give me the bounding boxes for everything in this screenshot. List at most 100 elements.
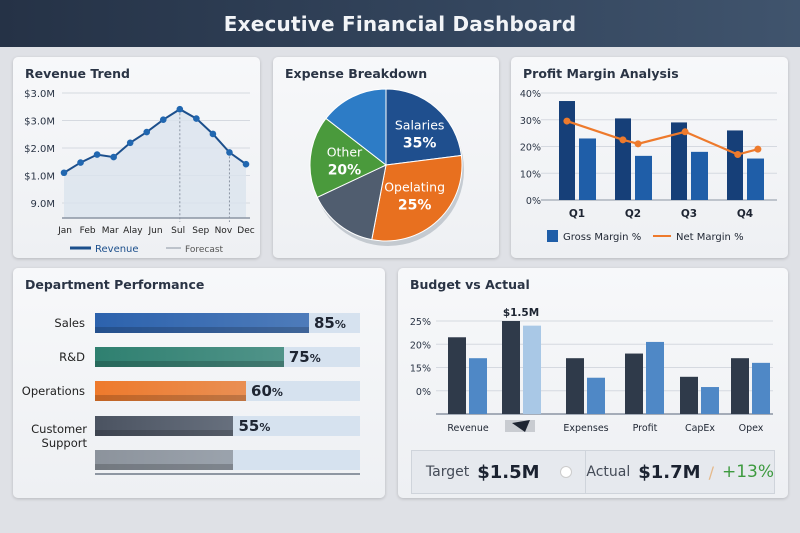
- target-value: $1.5M: [477, 461, 540, 483]
- x-tick-label: Expenses: [563, 423, 608, 434]
- dashboard-header: Executive Financial Dashboard: [0, 0, 800, 47]
- separator: /: [708, 462, 714, 482]
- revenue-trend-card: Revenue Trend 9.0M $1.0M $2.0M $3.0M $3.0M Ja…: [13, 57, 260, 258]
- x-tick-label: Nov: [215, 226, 233, 236]
- y-tick-label: 10%: [520, 169, 541, 180]
- net-margin-point: [634, 140, 642, 148]
- y-tick-label: 20%: [410, 340, 431, 351]
- card-title: Revenue Trend: [25, 66, 130, 81]
- slice-percent: 20%: [328, 162, 362, 178]
- progress-track: 85%: [95, 313, 360, 333]
- department-label: Sales: [54, 316, 85, 330]
- progress-track: 55%: [95, 416, 360, 436]
- bar-annotation: $1.5M: [503, 307, 539, 319]
- slice-label: Salaries: [395, 118, 445, 133]
- delta-value: +13%: [721, 462, 774, 482]
- pie-slice-salaries: [385, 88, 462, 166]
- gross-margin-bar: [727, 130, 743, 200]
- slice-label: Opelating: [384, 179, 445, 194]
- revenue-point: [60, 169, 68, 177]
- actual-section: Actual $1.7M / +13%: [585, 451, 774, 493]
- y-tick-label: $2.0M: [24, 144, 55, 155]
- actual-bar: [587, 377, 605, 414]
- y-tick-label: $3.0M: [24, 89, 55, 100]
- x-tick-label: Alay: [123, 226, 143, 236]
- actual-bar: [752, 362, 770, 414]
- net-margin-point: [563, 117, 571, 125]
- target-label: Target: [425, 464, 470, 480]
- progress-value: 55%: [238, 417, 271, 435]
- gross-margin-bar-secondary: [579, 138, 596, 200]
- revenue-point: [126, 139, 134, 147]
- profit-margin-chart: 0% 10% 20% 30% 40% Q1 Q2 Q3 Q4 Gross Margin % Net …: [520, 89, 777, 243]
- revenue-area: [64, 109, 246, 218]
- x-tick-label: Opex: [739, 423, 764, 434]
- card-title: Budget vs Actual: [410, 277, 530, 292]
- legend-gross: Gross Margin %: [563, 232, 641, 243]
- department-label: R&D: [59, 350, 85, 364]
- target-section: Target $1.5M: [412, 451, 585, 493]
- legend-forecast: Forecast: [185, 245, 224, 255]
- revenue-point: [110, 153, 117, 161]
- profit-margin-card: Profit Margin Analysis 0% 10% 20% 30% 40% Q1 Q…: [511, 57, 788, 258]
- y-tick-label: $3.0M: [24, 117, 55, 128]
- card-title: Department Performance: [25, 277, 205, 292]
- gross-margin-bar: [615, 118, 631, 200]
- budget-bar: [566, 358, 584, 414]
- x-tick-label: Sul: [171, 226, 185, 236]
- pie-slice-other: [309, 117, 387, 199]
- y-tick-label: 40%: [520, 89, 541, 100]
- revenue-point: [176, 105, 184, 113]
- x-tick-label: Sep: [192, 226, 209, 236]
- net-margin-point: [681, 128, 689, 136]
- y-tick-label: 20%: [520, 143, 541, 154]
- budget-bar: [731, 358, 749, 414]
- y-tick-label: 25%: [410, 317, 431, 328]
- legend-revenue: Revenue: [95, 244, 139, 255]
- y-tick-label: 9.0M: [30, 199, 55, 210]
- x-tick-label: Revenue: [447, 423, 489, 434]
- revenue-point: [209, 130, 217, 138]
- x-tick-label: Q4: [737, 208, 753, 220]
- progress-track: 75%: [95, 347, 360, 367]
- gross-margin-bar: [671, 122, 687, 200]
- progress-value: 60%: [251, 382, 283, 400]
- y-tick-label: 15%: [410, 364, 431, 375]
- expense-breakdown-card: Expense Breakdown Salaries 35% Opelating 25…: [273, 57, 499, 258]
- y-tick-label: $1.0M: [24, 172, 55, 183]
- progress-fill: [95, 416, 234, 436]
- axis-line: [95, 473, 360, 475]
- department-label: Operations: [21, 384, 85, 398]
- actual-bar: [646, 341, 664, 414]
- revenue-point: [93, 151, 101, 158]
- revenue-point: [77, 159, 84, 166]
- revenue-trend-chart: 9.0M $1.0M $2.0M $3.0M $3.0M Jan Feb Mar Alay Jun…: [24, 89, 255, 255]
- gross-margin-bar: [559, 101, 575, 200]
- actual-bar: [523, 325, 541, 414]
- budget-vs-actual-chart: 0% 15% 20% 25% Revenue Expenses Profit CapEx Ope…: [410, 307, 773, 434]
- gross-legend-swatch: [547, 230, 558, 242]
- department-label: Customer Support: [31, 422, 87, 450]
- legend-net: Net Margin %: [676, 232, 744, 243]
- progress-value: 85%: [313, 314, 346, 332]
- y-tick-label: 30%: [520, 116, 541, 127]
- progress-track: 60%: [95, 381, 360, 401]
- y-tick-label: 0%: [416, 387, 431, 398]
- progress-value: 75%: [288, 348, 321, 366]
- budget-bar: [502, 321, 520, 414]
- x-tick-label: Profit: [633, 423, 658, 434]
- net-margin-point: [619, 136, 627, 144]
- progress-fill: [95, 347, 284, 367]
- actual-label: Actual: [586, 464, 631, 480]
- x-tick-label: Jun: [147, 226, 162, 236]
- y-tick-label: 0%: [526, 196, 541, 207]
- budget-bar: [680, 376, 698, 414]
- progress-fill: [95, 450, 234, 470]
- toggle-dot[interactable]: [559, 466, 572, 478]
- slice-percent: 35%: [403, 136, 437, 152]
- gross-margin-bar-secondary: [747, 158, 764, 200]
- target-actual-summary: Target $1.5M Actual $1.7M / +13%: [411, 450, 775, 494]
- x-tick-label: Dec: [237, 226, 254, 236]
- slice-percent: 25%: [398, 197, 432, 213]
- x-tick-label: Jan: [57, 226, 72, 236]
